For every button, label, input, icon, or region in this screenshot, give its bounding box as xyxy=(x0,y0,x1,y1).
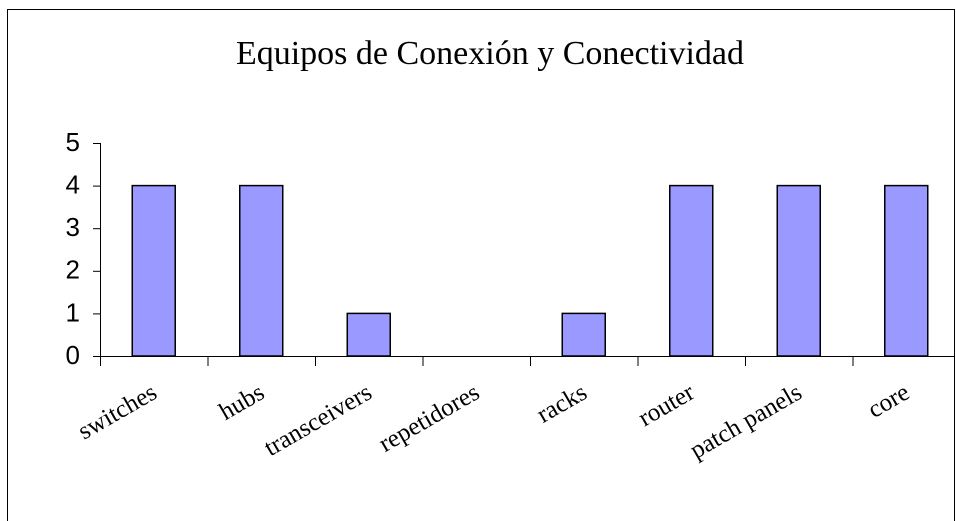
bar xyxy=(669,184,714,357)
bar xyxy=(561,312,606,357)
y-tick-label: 4 xyxy=(66,169,80,199)
bar xyxy=(131,184,176,357)
y-tick-label: 5 xyxy=(66,127,80,157)
bar xyxy=(884,184,929,357)
y-tick-label: 2 xyxy=(66,255,80,285)
bar xyxy=(776,184,821,357)
bar xyxy=(239,184,284,357)
y-tick-label: 0 xyxy=(66,340,80,370)
chart-frame xyxy=(7,9,955,521)
bar xyxy=(346,312,391,357)
y-tick-label: 1 xyxy=(66,297,80,327)
y-tick-label: 3 xyxy=(66,212,80,242)
chart-title: Equipos de Conexión y Conectividad xyxy=(236,35,744,72)
